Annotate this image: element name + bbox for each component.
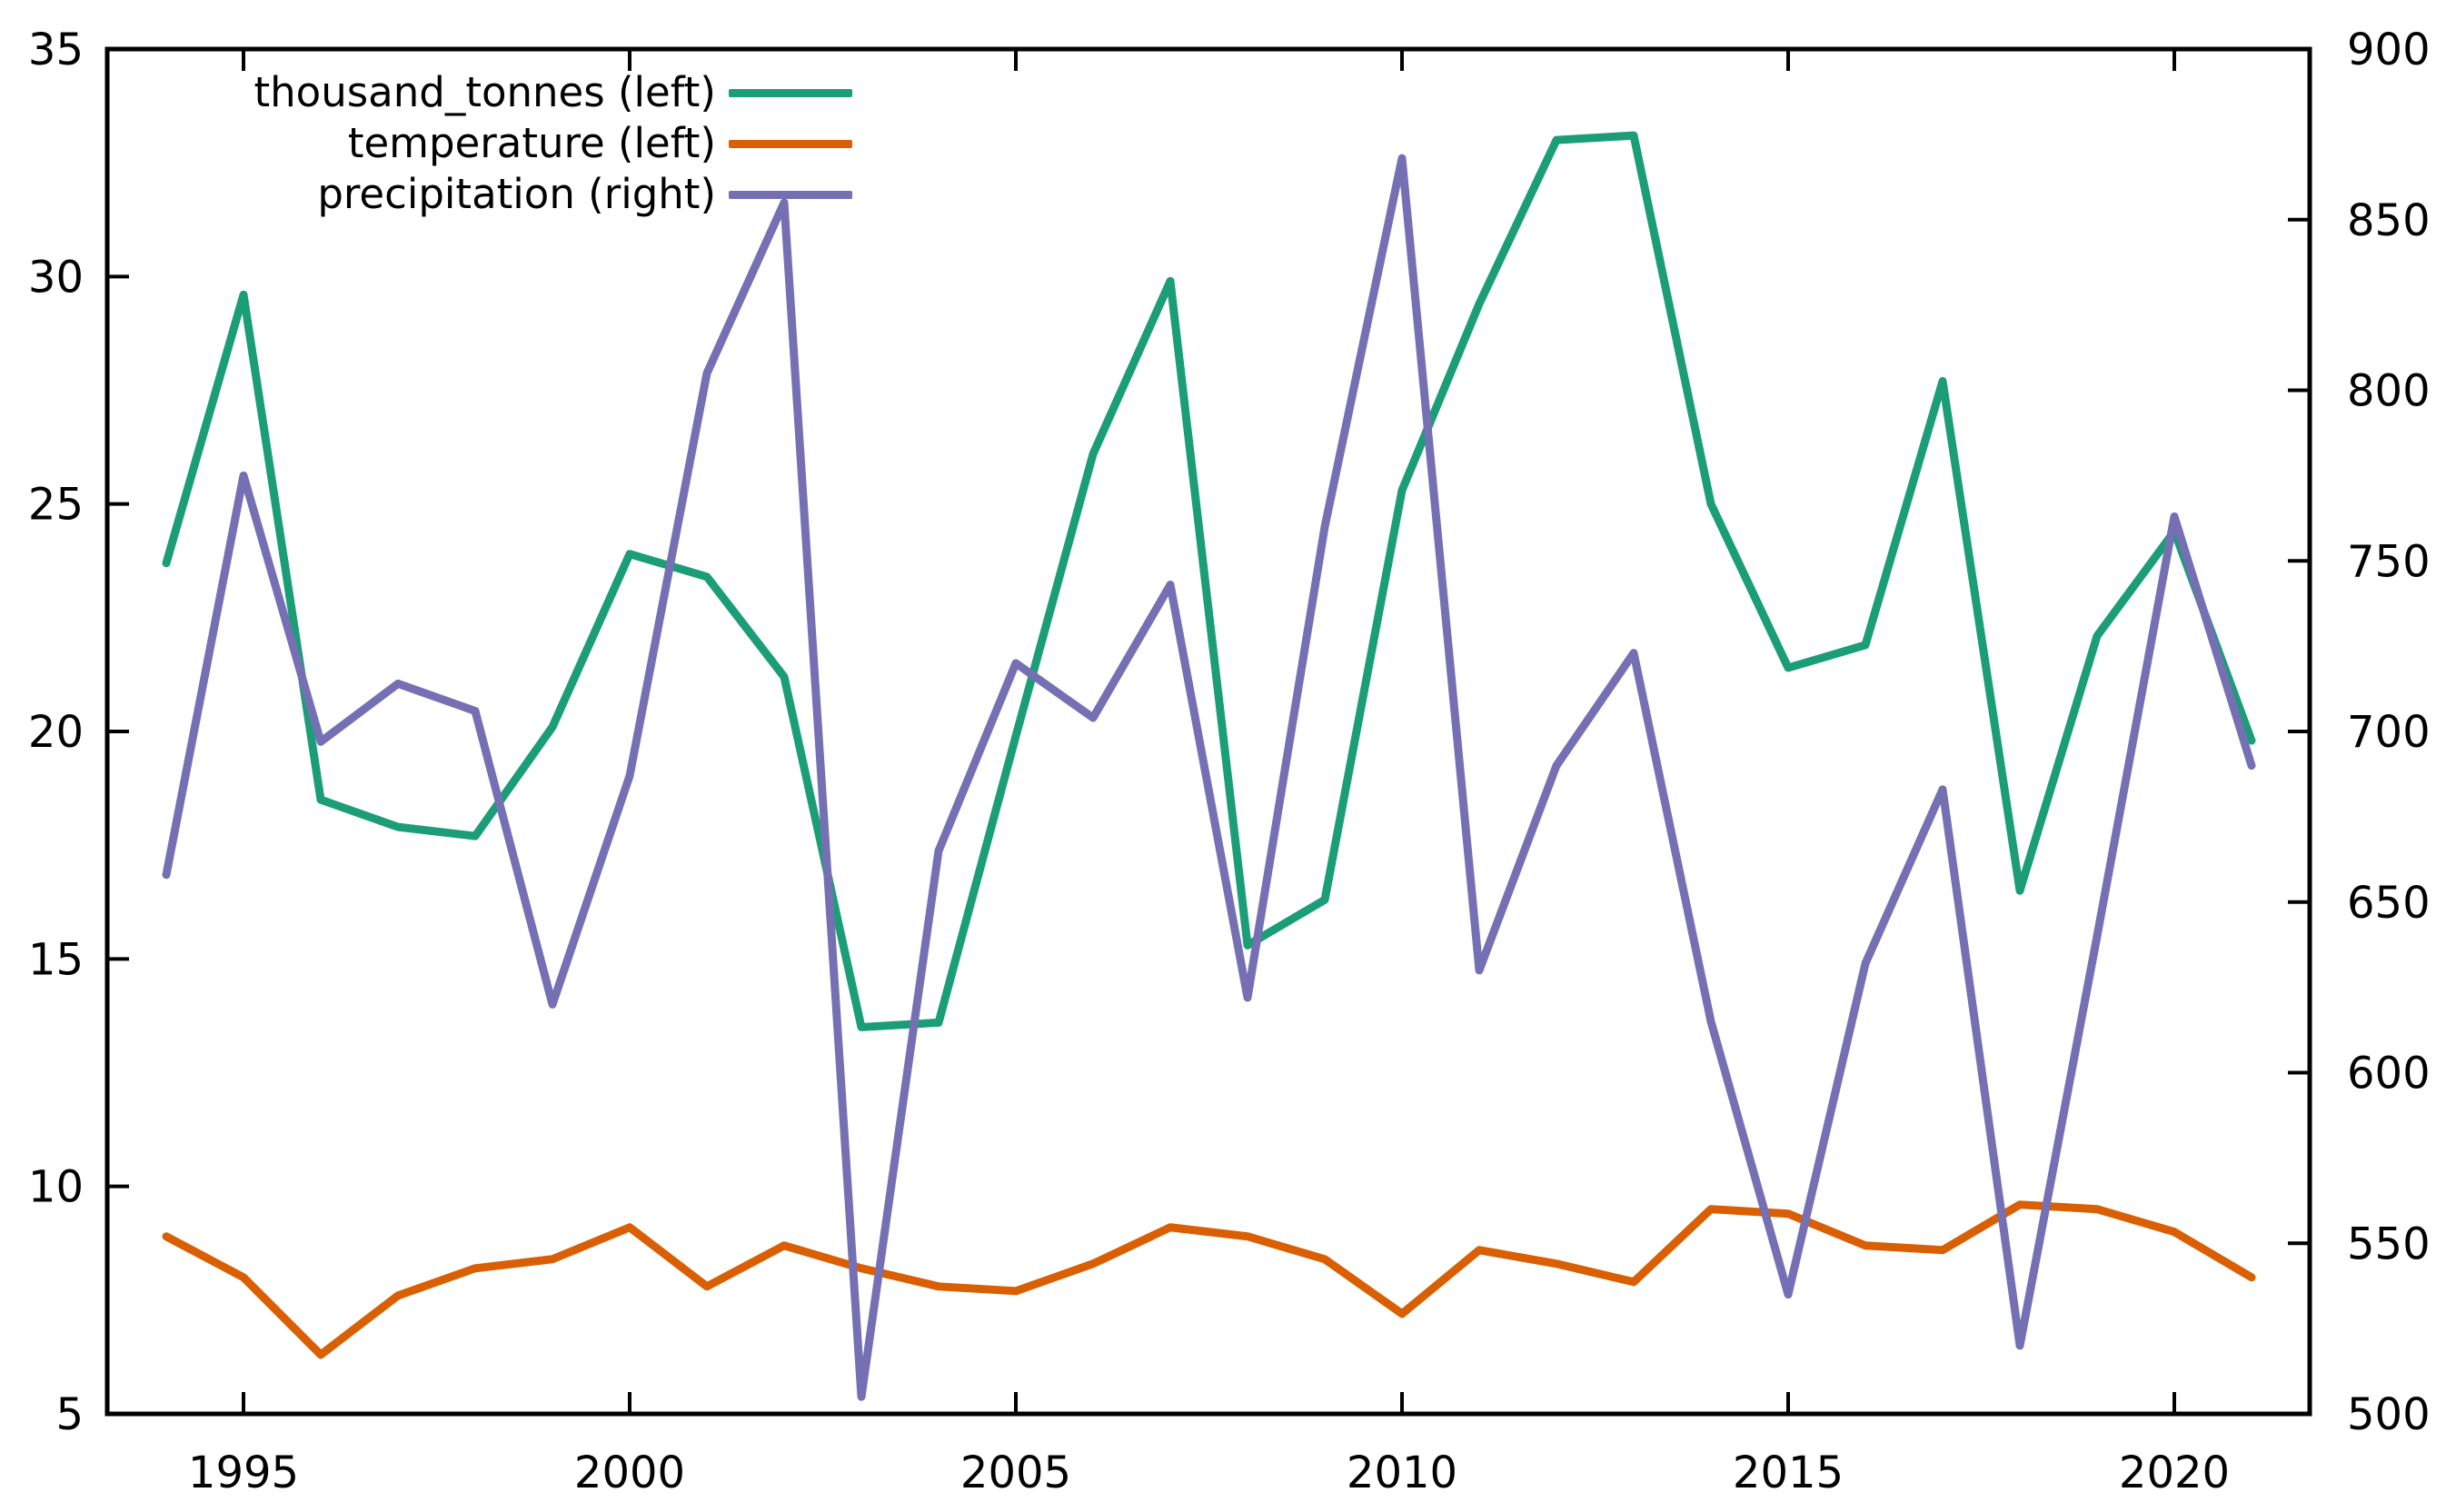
legend-label: precipitation (right) bbox=[317, 170, 716, 218]
y-right-tick-label: 750 bbox=[2347, 536, 2431, 587]
x-tick-label: 2010 bbox=[1347, 1447, 1457, 1498]
y-left-tick-label: 15 bbox=[28, 934, 84, 985]
y-left-tick-label: 35 bbox=[28, 25, 84, 75]
x-tick-label: 2015 bbox=[1733, 1447, 1844, 1498]
series-line-thousand_tonnes bbox=[162, 131, 2256, 1031]
x-tick-label: 2005 bbox=[960, 1447, 1071, 1498]
y-left-tick-label: 20 bbox=[28, 707, 84, 758]
legend-item-temperature: temperature (left) bbox=[116, 118, 852, 169]
y-right-tick-label: 700 bbox=[2347, 707, 2431, 758]
x-tick-label: 2020 bbox=[2119, 1447, 2230, 1498]
y-right-tick-label: 600 bbox=[2347, 1049, 2431, 1099]
legend-item-precipitation: precipitation (right) bbox=[116, 169, 852, 220]
legend-line-sample-icon bbox=[729, 88, 852, 97]
y-right-tick-label: 650 bbox=[2347, 878, 2431, 929]
y-left-tick-label: 10 bbox=[28, 1162, 84, 1213]
legend-label: thousand_tonnes (left) bbox=[254, 68, 716, 116]
series-line-precipitation bbox=[162, 154, 2256, 1401]
y-right-tick-label: 850 bbox=[2347, 195, 2431, 246]
x-tick-label: 2000 bbox=[574, 1447, 685, 1498]
y-left-tick-label: 5 bbox=[55, 1389, 84, 1440]
y-right-tick-label: 500 bbox=[2347, 1389, 2431, 1440]
legend-line-sample-icon bbox=[729, 139, 852, 148]
y-right-tick-label: 800 bbox=[2347, 366, 2431, 417]
plot-border bbox=[104, 46, 2312, 1417]
y-left-tick-label: 25 bbox=[28, 480, 84, 531]
y-left-tick-label: 30 bbox=[28, 252, 84, 303]
x-tick-label: 1995 bbox=[188, 1447, 299, 1498]
series-line-temperature bbox=[162, 1200, 2256, 1359]
y-right-tick-label: 550 bbox=[2347, 1219, 2431, 1269]
legend-line-sample-icon bbox=[729, 190, 852, 199]
legend-item-thousand-tonnes: thousand_tonnes (left) bbox=[116, 67, 852, 118]
chart-legend: thousand_tonnes (left) temperature (left… bbox=[116, 67, 852, 220]
legend-label: temperature (left) bbox=[347, 119, 716, 167]
y-right-tick-label: 900 bbox=[2347, 25, 2431, 75]
